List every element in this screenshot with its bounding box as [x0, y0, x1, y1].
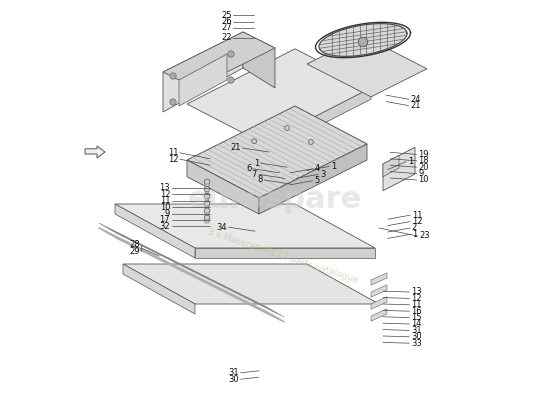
Text: 12: 12: [168, 155, 178, 164]
Circle shape: [204, 186, 210, 192]
Text: 18: 18: [418, 156, 429, 165]
Polygon shape: [371, 285, 387, 297]
Polygon shape: [187, 49, 371, 143]
Text: 15: 15: [411, 313, 421, 322]
Text: 24: 24: [410, 95, 421, 104]
Text: 19: 19: [418, 150, 428, 159]
Text: 28: 28: [130, 240, 140, 249]
Circle shape: [204, 201, 210, 206]
Polygon shape: [205, 206, 208, 208]
Polygon shape: [195, 248, 375, 258]
Text: 11: 11: [168, 148, 178, 157]
Circle shape: [309, 140, 313, 144]
Text: 12: 12: [411, 294, 421, 303]
Text: 30: 30: [411, 332, 422, 341]
Text: 1: 1: [331, 162, 336, 171]
Polygon shape: [371, 297, 387, 309]
Text: 31: 31: [228, 368, 239, 377]
Polygon shape: [115, 204, 375, 248]
Circle shape: [252, 139, 257, 144]
Text: 1: 1: [254, 159, 259, 168]
Text: 30: 30: [228, 375, 239, 384]
Text: 23: 23: [419, 232, 430, 240]
Text: 9: 9: [165, 209, 170, 218]
Polygon shape: [243, 32, 275, 88]
Circle shape: [204, 194, 210, 199]
Polygon shape: [259, 144, 367, 214]
Polygon shape: [383, 155, 399, 177]
Text: 34: 34: [216, 223, 227, 232]
Polygon shape: [163, 32, 243, 112]
Text: 22: 22: [222, 34, 232, 42]
Polygon shape: [205, 213, 208, 216]
Text: 33: 33: [411, 339, 422, 348]
Text: 6: 6: [246, 164, 251, 173]
Polygon shape: [307, 36, 427, 97]
Polygon shape: [123, 264, 195, 314]
Text: 5: 5: [314, 176, 320, 185]
Text: 11: 11: [411, 300, 421, 309]
Text: 13: 13: [160, 184, 170, 192]
Circle shape: [204, 179, 210, 185]
Polygon shape: [371, 309, 387, 321]
Text: 4: 4: [314, 164, 320, 173]
Polygon shape: [85, 146, 105, 158]
Text: 31: 31: [411, 326, 422, 335]
Circle shape: [228, 77, 234, 83]
Polygon shape: [263, 88, 371, 154]
Text: 12: 12: [412, 217, 422, 226]
Polygon shape: [319, 24, 407, 56]
Polygon shape: [123, 264, 379, 304]
Text: 20: 20: [418, 163, 428, 172]
Circle shape: [204, 208, 210, 214]
Polygon shape: [205, 184, 208, 187]
Circle shape: [170, 99, 176, 105]
Text: 21: 21: [230, 144, 241, 152]
Text: 14: 14: [411, 320, 421, 328]
Text: 9: 9: [418, 169, 424, 178]
Text: 1: 1: [408, 157, 413, 166]
Text: 8: 8: [257, 176, 262, 184]
Polygon shape: [205, 199, 208, 201]
Polygon shape: [371, 273, 387, 285]
Text: 12: 12: [160, 190, 170, 199]
Text: 16: 16: [411, 307, 422, 316]
Polygon shape: [163, 32, 275, 88]
Text: 25: 25: [222, 11, 232, 20]
Text: 26: 26: [222, 17, 232, 26]
Text: 1: 1: [412, 230, 417, 239]
Text: 2: 2: [412, 224, 417, 232]
Text: 7: 7: [252, 170, 257, 179]
Text: 29: 29: [130, 247, 140, 256]
Polygon shape: [187, 106, 367, 198]
Circle shape: [228, 51, 234, 57]
Text: eurospare: eurospare: [188, 186, 362, 214]
Circle shape: [204, 215, 210, 221]
Circle shape: [170, 73, 176, 79]
Polygon shape: [383, 147, 415, 191]
Polygon shape: [205, 192, 208, 194]
Polygon shape: [205, 220, 208, 223]
Polygon shape: [115, 204, 195, 258]
Polygon shape: [179, 54, 227, 106]
Circle shape: [358, 37, 368, 47]
Circle shape: [284, 126, 289, 130]
Text: 3 x Maserati MC12 parts catalogue: 3 x Maserati MC12 parts catalogue: [206, 227, 360, 285]
Text: 32: 32: [160, 222, 170, 231]
Text: 27: 27: [222, 24, 232, 32]
Text: 11: 11: [160, 196, 170, 205]
Text: 17: 17: [160, 216, 170, 224]
Text: 10: 10: [160, 203, 170, 212]
Text: 13: 13: [411, 288, 422, 296]
Text: 3: 3: [320, 170, 325, 179]
Polygon shape: [187, 160, 259, 214]
Text: 10: 10: [418, 176, 428, 184]
Text: 11: 11: [412, 211, 422, 220]
Text: 21: 21: [410, 101, 421, 110]
